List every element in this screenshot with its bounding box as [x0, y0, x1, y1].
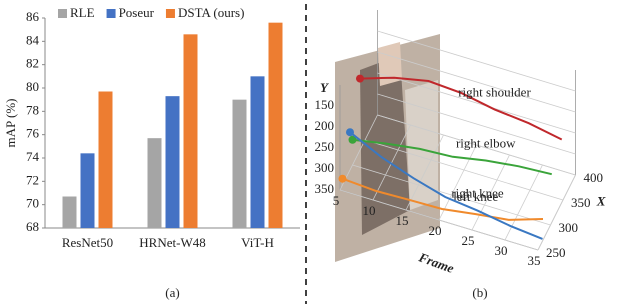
legend-swatch — [58, 9, 67, 18]
x-tick-label: 25 — [462, 233, 475, 248]
caption: (a) — [165, 285, 179, 300]
grid-line — [405, 134, 444, 211]
legend-label: Poseur — [119, 5, 155, 20]
start-point — [348, 135, 357, 144]
series-label: right knee — [451, 186, 504, 201]
legend-label: RLE — [70, 5, 95, 20]
grid-line — [364, 139, 564, 201]
series-label: left knee — [453, 189, 498, 204]
series-line — [359, 76, 563, 141]
grid-line — [339, 189, 539, 251]
y-tick-label: 74 — [26, 149, 40, 164]
start-point — [356, 74, 364, 83]
bar — [165, 96, 180, 229]
bar — [232, 99, 247, 229]
legend-swatch — [165, 9, 175, 18]
grid-line — [377, 114, 576, 176]
y-tick-label: 82 — [26, 56, 39, 71]
x-tick-label: HRNet-W48 — [139, 235, 205, 250]
start-point — [346, 128, 354, 137]
x-tick-label: 30 — [495, 243, 508, 258]
x-tick-label: ViT-H — [241, 235, 274, 250]
y-tick-label: 84 — [26, 32, 40, 47]
series-line — [342, 177, 544, 221]
bar — [250, 76, 265, 228]
grid-line — [377, 93, 576, 155]
y-axis-label: Y — [320, 80, 329, 95]
grid-line — [352, 164, 551, 226]
grid-line — [377, 72, 576, 134]
y-tick-label: 200 — [315, 118, 335, 133]
y-tick-label: 80 — [26, 79, 39, 94]
bar — [147, 138, 162, 228]
y-axis-label: mAP (%) — [3, 99, 18, 148]
y-tick-label: 76 — [26, 126, 40, 141]
grid-line — [537, 174, 576, 251]
series-label: right elbow — [456, 135, 516, 150]
bar — [183, 34, 198, 229]
grid-line — [377, 30, 576, 92]
y-tick-label: 70 — [26, 196, 39, 211]
y-tick-label: 250 — [315, 139, 335, 154]
z-tick-label: 400 — [584, 170, 604, 185]
x-tick-label: 5 — [333, 193, 340, 208]
x-axis-label: Frame — [416, 249, 456, 276]
grid-line — [504, 164, 543, 241]
x-tick-label: 10 — [363, 203, 376, 218]
caption: (b) — [472, 285, 487, 300]
y-tick-label: 350 — [315, 181, 335, 196]
photo — [335, 34, 440, 262]
series-line — [349, 131, 543, 240]
legend-swatch — [106, 9, 116, 18]
x-tick-label: 35 — [528, 253, 541, 268]
start-point — [338, 174, 347, 183]
y-tick-label: 78 — [26, 102, 39, 117]
grid-line — [372, 124, 411, 201]
y-tick-label: 72 — [26, 172, 39, 187]
z-axis-label: X — [596, 193, 606, 208]
series-line — [352, 138, 552, 176]
grid-line — [438, 144, 477, 221]
x-tick-label: 15 — [396, 213, 409, 228]
y-tick-label: 68 — [26, 219, 39, 234]
grid-line — [377, 51, 576, 113]
z-tick-label: 350 — [571, 195, 591, 210]
z-tick-label: 250 — [546, 245, 566, 260]
y-tick-label: 86 — [26, 9, 40, 24]
bar — [268, 22, 283, 228]
grid-line — [471, 154, 510, 231]
x-tick-label: 20 — [429, 223, 442, 238]
bar — [62, 196, 77, 228]
bar — [80, 153, 95, 228]
bar — [98, 91, 113, 228]
y-tick-label: 150 — [315, 97, 335, 112]
z-tick-label: 300 — [559, 220, 579, 235]
y-tick-label: 300 — [315, 160, 335, 175]
legend-label: DSTA (ours) — [178, 5, 245, 20]
series-label: right shoulder — [458, 84, 531, 99]
x-tick-label: ResNet50 — [62, 235, 113, 250]
